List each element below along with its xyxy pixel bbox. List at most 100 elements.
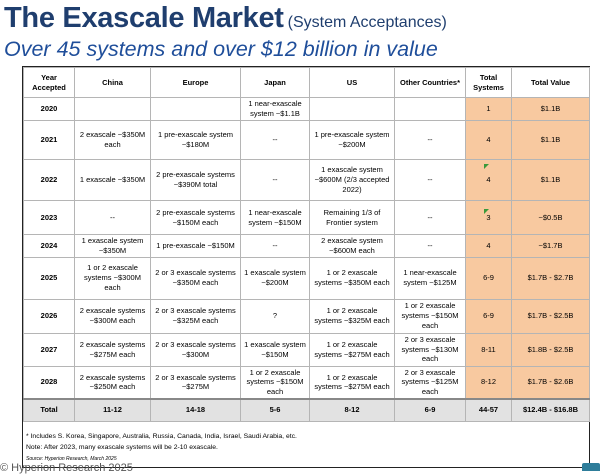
table-row: 2025 1 or 2 exascale systems ~$300M each 2… xyxy=(23,256,590,300)
comment-marker-icon xyxy=(484,164,489,169)
europe-cell: 2 pre-exascale systems ~$150M each xyxy=(150,200,241,235)
table-row: 2023 -- 2 pre-exascale systems ~$150M each… xyxy=(23,200,590,235)
other-cell: 2 or 3 exascale systems ~$130M each xyxy=(394,332,466,367)
china-cell: 2 exascale systems ~$250M each xyxy=(74,365,151,400)
slide-subtitle: Over 45 systems and over $12 billion in … xyxy=(4,37,438,61)
japan-cell: -- xyxy=(240,234,310,258)
other-cell: 1 near-exascale system ~$125M xyxy=(394,256,466,300)
slide-number-badge xyxy=(582,463,600,471)
china-cell: 1 or 2 exascale systems ~$300M each xyxy=(74,256,151,300)
table-row: 2020 1 near-exascale system ~$1.1B 1 $1.1B xyxy=(23,97,590,121)
table-row: 2026 2 exascale systems ~$300M each 2 or 3… xyxy=(23,298,590,334)
year-cell: 2024 xyxy=(23,234,75,258)
other-cell: 1 or 2 exascale systems ~$150M each xyxy=(394,298,466,334)
total-value-cell: $1.8B - $2.5B xyxy=(511,332,590,367)
year-cell: 2026 xyxy=(23,298,75,334)
table-row: 2024 1 exascale system ~$350M 1 pre-exasca… xyxy=(23,234,590,258)
table-frame: Year Accepted China Europe Japan US Other… xyxy=(22,66,590,468)
title-main: The Exascale Market xyxy=(4,2,284,34)
china-cell: 2 exascale systems ~$300M each xyxy=(74,298,151,334)
total-systems-cell: 8-11 xyxy=(465,332,512,367)
other-cell: -- xyxy=(394,234,466,258)
us-cell: 2 exascale system ~$600M each xyxy=(309,234,395,258)
total-value-cell: ~$0.5B xyxy=(511,200,590,235)
china-cell xyxy=(74,97,151,121)
europe-cell xyxy=(150,97,241,121)
total-value-cell: $1.7B - $2.5B xyxy=(511,298,590,334)
title-sub: (System Acceptances) xyxy=(287,14,447,31)
europe-cell: 2 or 3 exascale systems ~$350M each xyxy=(150,256,241,300)
china-cell: 1 exascale system ~$350M xyxy=(74,234,151,258)
total-systems-cell: 6-9 xyxy=(465,256,512,300)
total-us: 8-12 xyxy=(309,398,395,422)
header-other: Other Countries* xyxy=(394,67,466,98)
table-row: 2022 1 exascale ~$350M 2 pre-exascale syst… xyxy=(23,159,590,201)
us-cell: 1 or 2 exascale systems ~$325M each xyxy=(309,298,395,334)
other-cell: -- xyxy=(394,120,466,160)
table-row: 2021 2 exascale ~$350M each 1 pre-exascale… xyxy=(23,120,590,160)
japan-cell: -- xyxy=(240,159,310,201)
us-cell: 1 pre-exascale system ~$200M xyxy=(309,120,395,160)
year-cell: 2023 xyxy=(23,200,75,235)
source-text: Source: Hyperion Research, March 2025 xyxy=(26,456,117,462)
year-cell: 2028 xyxy=(23,365,75,400)
japan-cell: 1 near-exascale system ~$1.1B xyxy=(240,97,310,121)
year-cell: 2025 xyxy=(23,256,75,300)
copyright: © Hyperion Research 2025 xyxy=(0,462,133,474)
us-cell: 1 or 2 exascale systems ~$350M each xyxy=(309,256,395,300)
total-systems-cell: 8-12 xyxy=(465,365,512,400)
total-systems: 44-57 xyxy=(465,398,512,422)
total-value-cell: $1.1B xyxy=(511,159,590,201)
header-japan: Japan xyxy=(240,67,310,98)
year-cell: 2022 xyxy=(23,159,75,201)
china-cell: 2 exascale ~$350M each xyxy=(74,120,151,160)
other-cell xyxy=(394,97,466,121)
total-systems-cell: 1 xyxy=(465,97,512,121)
europe-cell: 2 or 3 exascale systems ~$300M xyxy=(150,332,241,367)
japan-cell: 1 or 2 exascale systems ~$150M each xyxy=(240,365,310,400)
total-systems-cell: 4 xyxy=(465,120,512,160)
total-systems-cell: 6-9 xyxy=(465,298,512,334)
other-cell: -- xyxy=(394,200,466,235)
total-value-cell: $1.7B - $2.7B xyxy=(511,256,590,300)
china-cell: 2 exascale systems ~$275M each xyxy=(74,332,151,367)
us-cell xyxy=(309,97,395,121)
header-us: US xyxy=(309,67,395,98)
header-europe: Europe xyxy=(150,67,241,98)
table-row: 2028 2 exascale systems ~$250M each 2 or 3… xyxy=(23,365,590,400)
china-cell: -- xyxy=(74,200,151,235)
slide-title: The Exascale Market (System Acceptances) xyxy=(4,2,447,35)
table-row: 2027 2 exascale systems ~$275M each 2 or 3… xyxy=(23,332,590,367)
total-europe: 14-18 xyxy=(150,398,241,422)
total-china: 11-12 xyxy=(74,398,151,422)
other-cell: 2 or 3 exascale systems ~$125M each xyxy=(394,365,466,400)
total-value: $12.4B - $16.8B xyxy=(511,398,590,422)
europe-cell: 2 or 3 exascale systems ~$325M each xyxy=(150,298,241,334)
europe-cell: 2 pre-exascale systems ~$390M total xyxy=(150,159,241,201)
total-systems-cell: 4 xyxy=(465,234,512,258)
us-cell: 1 or 2 exascale systems ~$275M each xyxy=(309,365,395,400)
total-systems-cell: 3 xyxy=(465,200,512,235)
total-value-cell: $1.1B xyxy=(511,97,590,121)
footnote: * Includes S. Korea, Singapore, Australi… xyxy=(26,433,297,440)
japan-cell: 1 exascale system ~$150M xyxy=(240,332,310,367)
year-cell: 2021 xyxy=(23,120,75,160)
total-label: Total xyxy=(23,398,75,422)
year-cell: 2027 xyxy=(23,332,75,367)
europe-cell: 1 pre-exascale system ~$180M xyxy=(150,120,241,160)
header-year: Year Accepted xyxy=(23,67,75,98)
us-cell: 1 or 2 exascale systems ~$275M each xyxy=(309,332,395,367)
total-other: 6-9 xyxy=(394,398,466,422)
comment-marker-icon xyxy=(484,209,489,214)
other-cell: -- xyxy=(394,159,466,201)
japan-cell: -- xyxy=(240,120,310,160)
header-total-systems: Total Systems xyxy=(465,67,512,98)
total-value-cell: ~$1.7B xyxy=(511,234,590,258)
note-text: Note: After 2023, many exascale systems … xyxy=(26,444,218,451)
europe-cell: 2 or 3 exascale systems ~$275M xyxy=(150,365,241,400)
japan-cell: 1 near-exascale system ~$150M xyxy=(240,200,310,235)
exascale-market-table: Year Accepted China Europe Japan US Other… xyxy=(23,67,590,422)
europe-cell: 1 pre-exascale ~$150M xyxy=(150,234,241,258)
china-cell: 1 exascale ~$350M xyxy=(74,159,151,201)
header-total-value: Total Value xyxy=(511,67,590,98)
